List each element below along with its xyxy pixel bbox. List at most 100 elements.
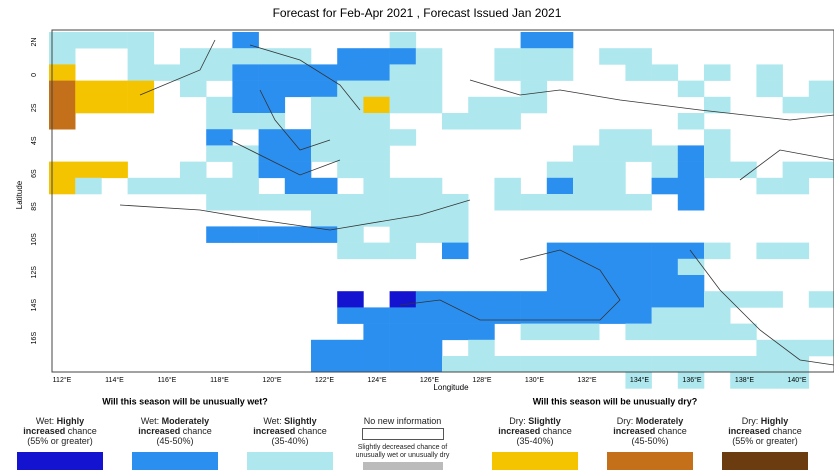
grid-cell [337, 210, 364, 227]
grid-cell [258, 64, 286, 81]
grid-cell [311, 339, 338, 357]
grid-cell [363, 145, 390, 162]
grid-cell [704, 145, 731, 162]
grid-cell [625, 275, 652, 292]
legend-text: chance [657, 426, 687, 436]
y-tick-label: 10S [31, 233, 38, 246]
grid-cell [599, 177, 626, 195]
grid-cell [599, 258, 626, 276]
grid-cell [494, 177, 521, 195]
x-tick-label: 128°E [472, 376, 491, 384]
legend-text: (45-50%) [156, 436, 194, 446]
x-tick-label: 124°E [367, 376, 386, 384]
legend-item: Dry: Highly increased chance (55% or gre… [710, 416, 820, 470]
grid-cell [389, 64, 417, 81]
grid-cell [808, 80, 834, 98]
grid-cell [704, 242, 731, 260]
legend-text: Wet: [140, 416, 160, 426]
grid-cell [494, 194, 521, 211]
legend-text: Dry: Moderately [595, 416, 705, 426]
grid-cell [258, 226, 286, 243]
grid-cell [389, 226, 417, 243]
grid-cell [677, 372, 705, 389]
grid-cell [206, 129, 233, 146]
grid-cell [468, 291, 495, 308]
grid-cell [206, 113, 233, 130]
grid-cell [206, 145, 233, 162]
grid-cell [75, 96, 102, 114]
x-tick-label: 136°E [682, 376, 701, 384]
neutral-legend: No new information Slightly decreased ch… [345, 416, 460, 470]
grid-cell [677, 291, 705, 308]
grid-cell [625, 323, 652, 341]
grid-cell [49, 80, 76, 98]
grid-cell [494, 307, 521, 324]
grid-cell [520, 356, 548, 373]
legend-text: chance [772, 426, 802, 436]
grid-cell [520, 291, 548, 308]
grid-cell [127, 96, 155, 114]
grid-cell [651, 177, 679, 195]
grid-cell [625, 194, 652, 211]
x-tick-label: 134°E [630, 376, 649, 384]
y-tick-label: 8S [31, 202, 38, 211]
grid-cell [415, 48, 443, 65]
x-tick-label: 120°E [262, 376, 281, 384]
grid-cell [232, 96, 259, 114]
grid-cell [625, 372, 652, 389]
grid-cell [442, 356, 469, 373]
grid-cell [389, 129, 417, 146]
grid-cell [363, 64, 390, 81]
grid-cell [546, 307, 574, 324]
grid-cell [520, 64, 548, 81]
grid-cell [258, 161, 286, 179]
grid-cell [704, 307, 731, 324]
grid-cell [808, 291, 834, 308]
grid-cell [311, 96, 338, 114]
grid-cell [573, 323, 600, 341]
x-tick-label: 122°E [315, 376, 334, 384]
grid-cell [311, 64, 338, 81]
grid-cell [415, 307, 443, 324]
grid-cell [75, 177, 102, 195]
grid-cell [258, 129, 286, 146]
grid-cell [363, 161, 390, 179]
legend-text: (45-50%) [631, 436, 669, 446]
grid-cell [625, 291, 652, 308]
x-tick-label: 130°E [525, 376, 544, 384]
grid-cell [127, 80, 155, 98]
legend-item: Wet: Moderately increased chance (45-50%… [120, 416, 230, 470]
grid-cell [546, 64, 574, 81]
x-tick-label: 138°E [735, 376, 754, 384]
grid-cell [206, 48, 233, 65]
grid-cell [494, 356, 521, 373]
grid-cell [415, 291, 443, 308]
grid-cell [337, 113, 364, 130]
grid-cell [311, 226, 338, 243]
wet-question: Will this season will be unusually wet? [102, 396, 267, 406]
grid-cell [599, 129, 626, 146]
y-tick-label: 6S [31, 169, 38, 178]
grid-cell [546, 177, 574, 195]
grid-cell [75, 161, 102, 179]
grid-cell [180, 80, 207, 98]
legend-text: increased chance [480, 426, 590, 436]
legend-text: increased chance [5, 426, 115, 436]
grid-cell [337, 129, 364, 146]
grid-cell [599, 145, 626, 162]
grid-cell [337, 339, 364, 357]
grid-cell [782, 177, 810, 195]
y-tick-label: 4S [31, 136, 38, 145]
grid-cell [546, 275, 574, 292]
x-tick-label: 140°E [787, 376, 806, 384]
grid-cell [232, 80, 259, 98]
grid-cell [808, 96, 834, 114]
x-tick-label: 114°E [105, 376, 124, 384]
grid-cell [389, 242, 417, 260]
grid-cell [415, 339, 443, 357]
grid-cell [258, 145, 286, 162]
grid-cell [573, 145, 600, 162]
legend-item: Dry: Moderately increased chance (45-50%… [595, 416, 705, 470]
grid-cell [389, 356, 417, 373]
